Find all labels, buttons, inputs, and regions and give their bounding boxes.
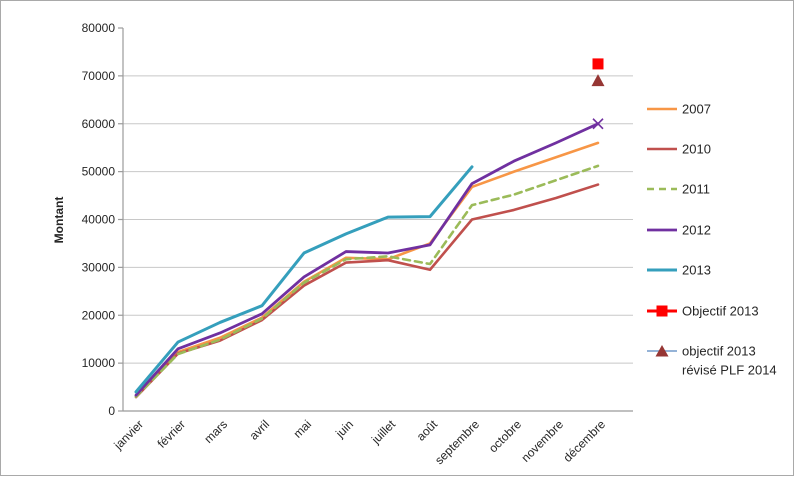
objective-square-marker [592,58,604,70]
x-tick-label: mai [291,417,315,441]
series-line-2013 [134,165,474,394]
series-line-2011 [134,164,600,398]
y-tick-label: 0 [108,404,115,418]
y-tick-label: 40000 [82,213,116,227]
y-tick-label: 60000 [82,117,116,131]
legend-label: 2013 [682,263,711,278]
x-tick-label: janvier [111,417,147,453]
y-tick-label: 30000 [82,260,116,274]
series-end-x-marker [592,118,604,130]
x-tick-label: février [155,417,188,450]
x-tick-label: juin [332,417,356,441]
legend-label: 2007 [682,102,711,117]
x-tick-label: décembre [560,417,608,465]
y-tick-label: 10000 [82,356,116,370]
x-tick-label: novembre [518,417,566,465]
x-tick-label: août [414,417,441,444]
y-axis-title: Montant [52,197,66,244]
legend-label: Objectif 2013 [682,304,759,319]
x-tick-label: juillet [368,417,398,447]
legend-label: 2012 [682,223,711,238]
y-tick-label: 50000 [82,165,116,179]
y-tick-label: 70000 [82,69,116,83]
legend-label: révisé PLF 2014 [682,363,777,378]
y-tick-label: 80000 [82,21,116,35]
x-tick-label: septembre [432,417,482,467]
legend-label: objectif 2013 [682,344,756,359]
x-tick-label: avril [247,417,272,442]
y-tick-label: 20000 [82,308,116,322]
objective-triangle-marker [591,74,605,87]
legend-triangle-marker [655,345,669,357]
series-line-2007 [134,141,600,398]
legend-label: 2011 [682,182,710,197]
legend-label: 2010 [682,142,711,157]
series-line-2012 [134,122,600,397]
x-tick-label: mars [201,417,230,446]
x-tick-label: octobre [486,417,524,455]
series-line-2010 [134,183,600,399]
legend-square-marker [656,305,668,317]
